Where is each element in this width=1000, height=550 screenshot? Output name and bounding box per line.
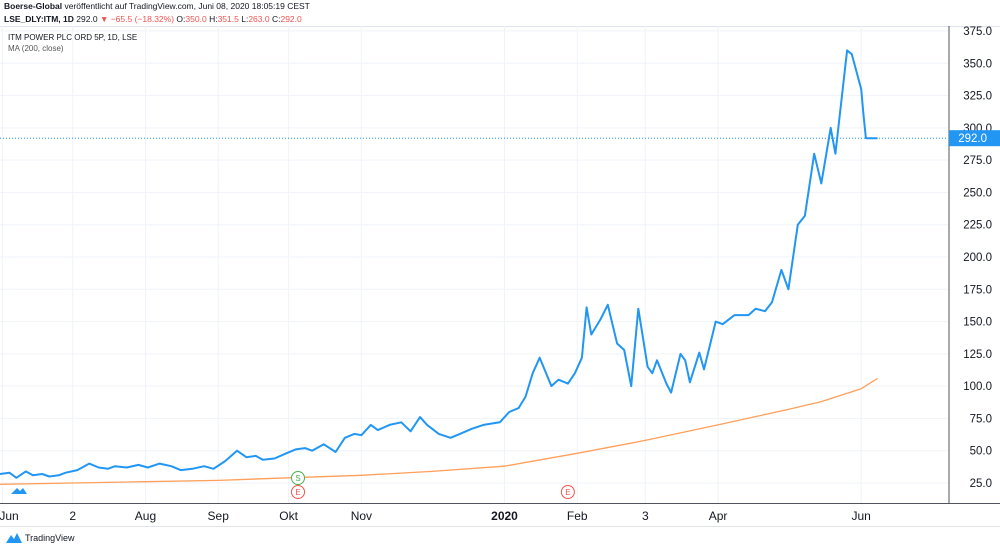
published-text: veröffentlicht auf TradingView.com, Juni… <box>64 1 310 11</box>
tradingview-icon <box>6 533 22 543</box>
x-tick-label: Jun <box>0 509 19 523</box>
legend-title: ITM POWER PLC ORD 5P, 1D, LSE <box>8 33 138 42</box>
chart-legend: ITM POWER PLC ORD 5P, 1D, LSE MA (200, c… <box>8 32 137 54</box>
high-value: 351.5 <box>217 14 239 24</box>
scroll-to-start-icon <box>11 488 27 494</box>
symbol-label: LSE_DLY:ITM, 1D <box>4 14 74 24</box>
ohlc-line: LSE_DLY:ITM, 1D 292.0 ▼ −65.5 (−18.32%) … <box>4 14 302 24</box>
x-tick-label: Okt <box>279 509 298 523</box>
price-series-line <box>0 49 878 479</box>
event-marker <box>560 485 575 499</box>
tradingview-logo[interactable]: TradingView <box>6 533 75 543</box>
tradingview-brand: TradingView <box>25 533 75 543</box>
close-label: C: <box>271 14 281 24</box>
y-tick-label: 350.0 <box>963 58 992 70</box>
x-axis-border <box>0 503 1000 504</box>
y-tick-label: 50.0 <box>970 446 992 458</box>
x-tick-label: 2020 <box>491 509 518 523</box>
open-value: 350.0 <box>185 14 207 24</box>
x-tick-label: Aug <box>135 509 156 523</box>
x-tick-label: 2 <box>69 509 76 523</box>
high-label: H: <box>209 14 218 24</box>
y-tick-label: 325.0 <box>963 91 992 103</box>
y-tick-label: 75.0 <box>970 413 992 425</box>
event-marker <box>291 485 306 499</box>
last-value: 292.0 <box>76 14 98 24</box>
footer: TradingView <box>0 526 1000 550</box>
low-value: 263.0 <box>248 14 270 24</box>
y-tick-label: 100.0 <box>963 381 992 393</box>
y-tick-label: 25.0 <box>970 478 992 490</box>
event-marker <box>291 471 306 485</box>
chart-header: Boerse-Global veröffentlicht auf Trading… <box>0 0 1000 27</box>
x-tick-label: Nov <box>351 509 372 523</box>
low-label: L: <box>241 14 249 24</box>
event-marker-label: E <box>295 488 300 497</box>
y-tick-label: 225.0 <box>963 220 992 232</box>
y-tick-label: 200.0 <box>963 252 992 264</box>
last-price-badge <box>949 130 1000 147</box>
y-tick-label: 250.0 <box>963 187 992 199</box>
close-value: 292.0 <box>280 14 302 24</box>
x-tick-label: 3 <box>642 509 649 523</box>
y-tick-label: 150.0 <box>963 317 992 329</box>
x-tick-label: Sep <box>208 509 230 523</box>
x-tick-label: Apr <box>709 509 728 523</box>
legend-ma: MA (200, close) <box>8 44 64 53</box>
change-value: ▼ −65.5 (−18.32%) <box>99 14 175 24</box>
price-chart[interactable]: 375.0350.0325.0300.0275.0250.0225.0200.0… <box>0 26 1000 503</box>
event-marker-label: S <box>295 474 300 483</box>
open-label: O: <box>176 14 186 24</box>
ma-series-line <box>0 377 878 485</box>
publisher-name: Boerse-Global <box>4 1 63 11</box>
publisher-line: Boerse-Global veröffentlicht auf Trading… <box>4 1 310 11</box>
chart-area[interactable]: 375.0 350.0 325.0 300.0 275.0 250.0 225.0 200.0… <box>0 26 1000 503</box>
last-price-label: 292.0 <box>958 133 987 145</box>
y-tick-label: 175.0 <box>963 284 992 296</box>
y-tick-label: 375.0 <box>963 26 992 38</box>
x-tick-label: Feb <box>567 509 588 523</box>
x-axis[interactable]: Jun 2 Aug Sep Okt Nov 2020 Feb 3 Apr Jun <box>0 504 1000 526</box>
y-tick-label: 275.0 <box>963 155 992 167</box>
event-marker-label: E <box>565 488 570 497</box>
y-tick-label: 125.0 <box>963 349 992 361</box>
x-tick-label: Jun <box>851 509 870 523</box>
